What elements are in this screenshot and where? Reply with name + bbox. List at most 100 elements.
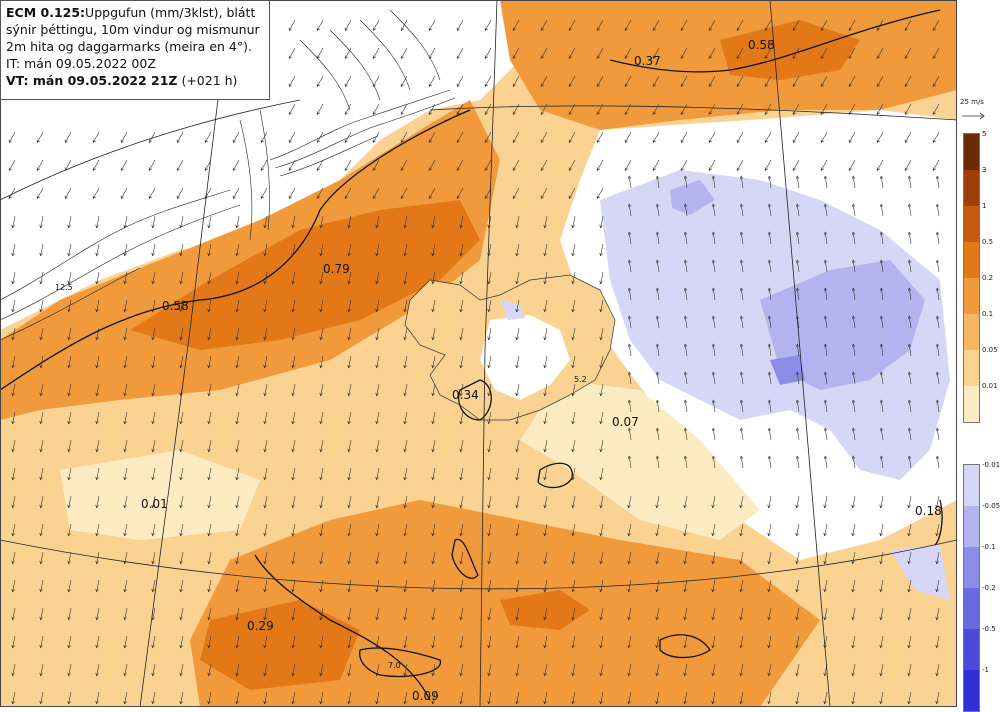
wind-arrow-head <box>795 343 800 348</box>
wind-arrow <box>796 635 800 648</box>
wind-arrow <box>936 260 940 273</box>
wind-arrow-head <box>571 308 575 313</box>
wind-arrow-head <box>683 532 687 537</box>
wind-arrow-head <box>291 504 295 509</box>
wind-arrow <box>596 131 604 143</box>
wind-arrow <box>344 187 352 199</box>
wind-arrow-head <box>459 616 463 621</box>
wind-arrow-head <box>487 644 491 649</box>
wind-arrow-head <box>11 504 15 509</box>
wind-arrow <box>656 456 660 469</box>
wind-arrow <box>40 439 44 452</box>
wind-arrow-head <box>344 139 348 144</box>
wind-arrow-head <box>708 83 712 88</box>
wind-arrow-head <box>123 476 127 481</box>
wind-arrow-head <box>207 560 211 565</box>
wind-arrow <box>684 551 688 564</box>
wind-arrow-head <box>876 27 880 32</box>
description-line-1: Uppgufun (mm/3klst), blátt <box>85 5 256 20</box>
wind-arrow <box>36 187 44 199</box>
wind-arrow-head <box>260 167 264 172</box>
wind-arrow-head <box>904 83 908 88</box>
wind-arrow <box>796 204 800 217</box>
wind-arrow <box>96 579 100 592</box>
wind-arrow-head <box>795 672 799 677</box>
wind-arrow <box>656 428 660 441</box>
wind-arrow-head <box>711 700 715 705</box>
legend-tick-label: -0.2 <box>982 584 996 592</box>
wind-arrow-head <box>767 700 771 705</box>
wind-arrow <box>628 400 632 413</box>
wind-arrow <box>96 607 100 620</box>
wind-arrow <box>372 47 380 59</box>
wind-arrow-head <box>487 448 491 453</box>
wind-arrow-head <box>235 308 239 313</box>
wind-arrow <box>628 663 632 676</box>
wind-arrow <box>600 243 604 256</box>
wind-arrow-head <box>151 252 155 257</box>
wind-arrow-head <box>599 392 603 397</box>
wind-arrow <box>936 691 940 704</box>
wind-arrow-head <box>316 27 320 32</box>
wind-arrow <box>628 428 632 441</box>
wind-arrow-head <box>316 111 320 116</box>
wind-arrow <box>768 260 772 273</box>
wind-arrow-head <box>179 644 183 649</box>
wind-arrow <box>432 635 436 648</box>
wind-arrow <box>152 495 156 508</box>
wind-arrow-head <box>288 195 292 200</box>
wind-arrow-head <box>652 139 656 144</box>
wind-arrow <box>656 551 660 564</box>
wind-arrow <box>936 663 940 676</box>
wind-arrow <box>320 439 324 452</box>
legend-tick-label: 0.1 <box>982 310 994 318</box>
wind-arrow-head <box>123 336 127 341</box>
wind-arrow <box>12 663 16 676</box>
wind-arrow-head <box>67 392 71 397</box>
wind-arrow <box>852 260 856 273</box>
legend-tick-label: 5 <box>982 130 987 138</box>
wind-arrow-head <box>935 455 940 460</box>
wind-arrow-head <box>484 111 488 116</box>
wind-arrow <box>880 400 884 413</box>
wind-arrow <box>456 103 464 115</box>
wind-arrow-head <box>347 364 351 369</box>
wind-arrow-head <box>907 644 911 649</box>
wind-arrow-head <box>795 399 800 404</box>
wind-arrow-head <box>11 308 15 313</box>
wind-arrow-head <box>431 336 435 341</box>
wind-arrow-head <box>403 280 407 285</box>
wind-arrow-head <box>235 392 239 397</box>
wind-arrow-head <box>571 588 575 593</box>
wind-arrow <box>432 579 436 592</box>
wind-arrow <box>768 456 772 469</box>
wind-arrow <box>796 551 800 564</box>
wind-arrow-head <box>543 448 547 453</box>
wind-arrow-head <box>39 588 43 593</box>
wind-arrow <box>320 551 324 564</box>
wind-arrow-head <box>596 55 600 60</box>
wind-arrow-head <box>288 167 292 172</box>
wind-vector-field <box>8 19 940 705</box>
wind-arrow-head <box>204 167 208 172</box>
wind-arrow-head <box>655 175 660 180</box>
wind-arrow <box>656 607 660 620</box>
wind-arrow-head <box>767 455 772 460</box>
wind-arrow <box>768 523 772 536</box>
wind-arrow <box>460 635 464 648</box>
wind-arrow <box>712 691 716 704</box>
wind-arrow-head <box>907 371 912 376</box>
wind-arrow <box>740 635 744 648</box>
wind-arrow <box>768 663 772 676</box>
wind-arrow-head <box>123 420 127 425</box>
wind-arrow-head <box>851 399 856 404</box>
wind-arrow <box>628 344 632 357</box>
wind-arrow-head <box>319 420 323 425</box>
wind-arrow <box>684 456 688 469</box>
wind-arrow <box>796 232 800 245</box>
wind-arrow-head <box>543 252 547 257</box>
wind-arrow-head <box>372 167 376 172</box>
wind-arrow <box>432 271 436 284</box>
wind-arrow <box>428 187 436 199</box>
wind-arrow <box>320 215 324 228</box>
